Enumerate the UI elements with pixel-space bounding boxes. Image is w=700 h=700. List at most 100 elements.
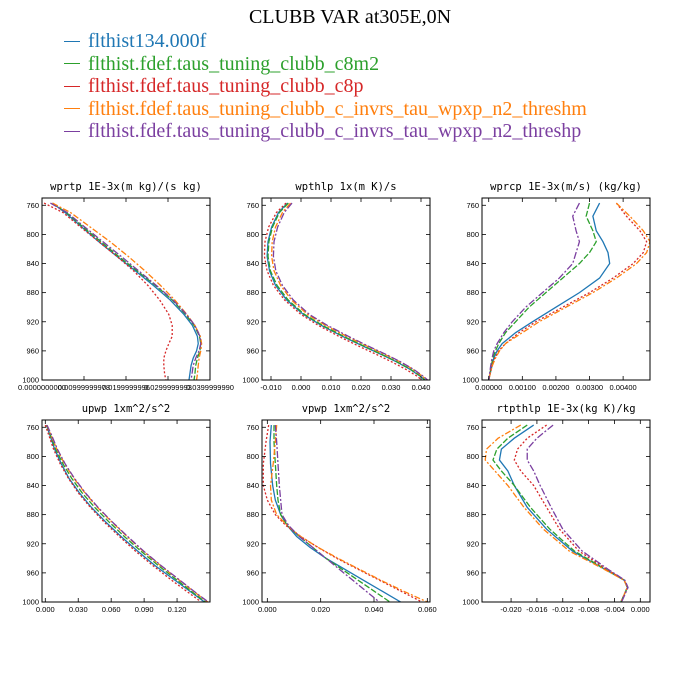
x-tick-label: 0.090 (135, 605, 154, 614)
legend-item: flthist.fdef.taus_tuning_clubb_c8m2 (64, 53, 587, 76)
legend-line-swatch (64, 63, 80, 65)
y-tick-label: 800 (26, 230, 39, 239)
x-tick-label: 0.040 (412, 383, 431, 392)
x-tick-label: 0.0000000000 (18, 383, 66, 392)
legend-item: flthist.fdef.taus_tuning_clubb_c8p (64, 75, 587, 98)
series-line (273, 425, 391, 602)
y-tick-label: 960 (466, 568, 479, 577)
series-group (488, 202, 650, 380)
series-line (263, 202, 423, 380)
y-tick-label: 800 (246, 230, 259, 239)
x-tick-label: -0.008 (578, 605, 599, 614)
panel-title: vpwp 1xm^2/s^2 (302, 403, 391, 415)
y-tick-label: 960 (466, 346, 479, 355)
x-tick-label: -0.004 (604, 605, 625, 614)
y-tick-label: 1000 (462, 376, 479, 385)
y-tick-label: 920 (26, 317, 39, 326)
series-group (43, 202, 203, 380)
legend-line-swatch (64, 85, 80, 87)
y-tick-label: 760 (26, 423, 39, 432)
y-tick-label: 800 (466, 452, 479, 461)
legend-item: flthist.fdef.taus_tuning_clubb_c_invrs_t… (64, 120, 587, 143)
y-tick-label: 1000 (22, 598, 39, 607)
legend-line-swatch (64, 40, 80, 42)
x-tick-label: -0.020 (500, 605, 521, 614)
y-tick-label: 920 (26, 539, 39, 548)
series-line (492, 424, 629, 602)
y-tick-label: 1000 (462, 598, 479, 607)
panel-title: upwp 1xm^2/s^2 (82, 403, 171, 415)
figure-title: CLUBB VAR at305E,0N (248, 6, 452, 28)
y-tick-label: 880 (246, 510, 259, 519)
x-tick-label: -0.016 (526, 605, 547, 614)
series-line (52, 202, 199, 380)
x-tick-label: 0.000 (36, 605, 55, 614)
legend-label: flthist134.000f (88, 30, 207, 53)
series-line (498, 424, 629, 602)
series-line (274, 425, 380, 602)
y-tick-label: 960 (246, 568, 259, 577)
x-tick-label: 0.000 (292, 383, 311, 392)
y-tick-label: 960 (26, 568, 39, 577)
y-tick-label: 840 (26, 481, 39, 490)
x-tick-label: 0.0199999996 (102, 383, 150, 392)
series-line (46, 424, 209, 602)
y-tick-label: 880 (466, 288, 479, 297)
x-tick-label: 0.060 (102, 605, 121, 614)
series-line (266, 202, 426, 380)
legend-label: flthist.fdef.taus_tuning_clubb_c8p (88, 75, 364, 98)
y-tick-label: 800 (466, 230, 479, 239)
y-tick-label: 920 (466, 317, 479, 326)
y-tick-label: 1000 (242, 598, 259, 607)
x-tick-label: 0.00300 (576, 383, 603, 392)
legend-label: flthist.fdef.taus_tuning_clubb_c_invrs_t… (88, 97, 587, 120)
plot-frame (41, 197, 211, 381)
series-line (488, 202, 581, 380)
y-tick-label: 760 (26, 201, 39, 210)
y-tick-label: 920 (466, 539, 479, 548)
legend-item: flthist.fdef.taus_tuning_clubb_c_invrs_t… (64, 98, 587, 121)
y-tick-label: 800 (26, 452, 39, 461)
panel-title: wprcp 1E-3x(m/s) (kg/kg) (490, 181, 642, 193)
plot-frame (481, 197, 651, 381)
x-tick-label: 0.030 (69, 605, 88, 614)
y-tick-label: 920 (246, 539, 259, 548)
legend-line-swatch (64, 108, 80, 110)
x-tick-label: 0.020 (311, 605, 330, 614)
x-tick-label: 0.00000 (475, 383, 502, 392)
plot-frame (41, 419, 211, 603)
y-tick-label: 840 (466, 259, 479, 268)
x-tick-label: -0.012 (552, 605, 573, 614)
series-line (44, 424, 202, 602)
y-tick-label: 800 (246, 452, 259, 461)
plot-frame (261, 197, 431, 381)
y-tick-label: 760 (466, 201, 479, 210)
y-tick-label: 1000 (22, 376, 39, 385)
y-tick-label: 920 (246, 317, 259, 326)
series-line (46, 424, 209, 602)
series-group (262, 424, 428, 602)
panel-title: rtpthlp 1E-3x(kg K)/kg (496, 403, 635, 415)
x-tick-label: 0.00200 (542, 383, 569, 392)
profile-panel: vpwp 1xm^2/s^2 760 800 840 880 920 960 10000.00… (242, 403, 436, 614)
profile-panel: wprcp 1E-3x(m/s) (kg/kg) 760 800 840 880 920 9… (462, 181, 651, 392)
y-tick-label: 760 (466, 423, 479, 432)
x-tick-label: 0.120 (168, 605, 187, 614)
y-tick-label: 880 (26, 510, 39, 519)
x-tick-label: 0.040 (365, 605, 384, 614)
y-tick-label: 960 (26, 346, 39, 355)
x-tick-label: 0.000 (631, 605, 650, 614)
series-line (526, 424, 629, 602)
profile-panel: upwp 1xm^2/s^2 760 800 840 880 920 960 10000.00… (22, 403, 211, 614)
profile-panel: wprtp 1E-3x(m kg)/(s kg) 760 800 840 880 920 9… (18, 181, 234, 392)
series-group (484, 424, 629, 602)
plot-frame (261, 419, 431, 603)
y-tick-label: 760 (246, 423, 259, 432)
profile-panel: rtpthlp 1E-3x(kg K)/kg 760 800 840 880 920 960… (462, 403, 651, 614)
series-line (43, 202, 173, 380)
x-tick-label: -0.010 (260, 383, 281, 392)
y-tick-label: 840 (246, 259, 259, 268)
series-line (488, 202, 611, 380)
legend: flthist134.000f flthist.fdef.taus_tuning… (64, 30, 587, 143)
